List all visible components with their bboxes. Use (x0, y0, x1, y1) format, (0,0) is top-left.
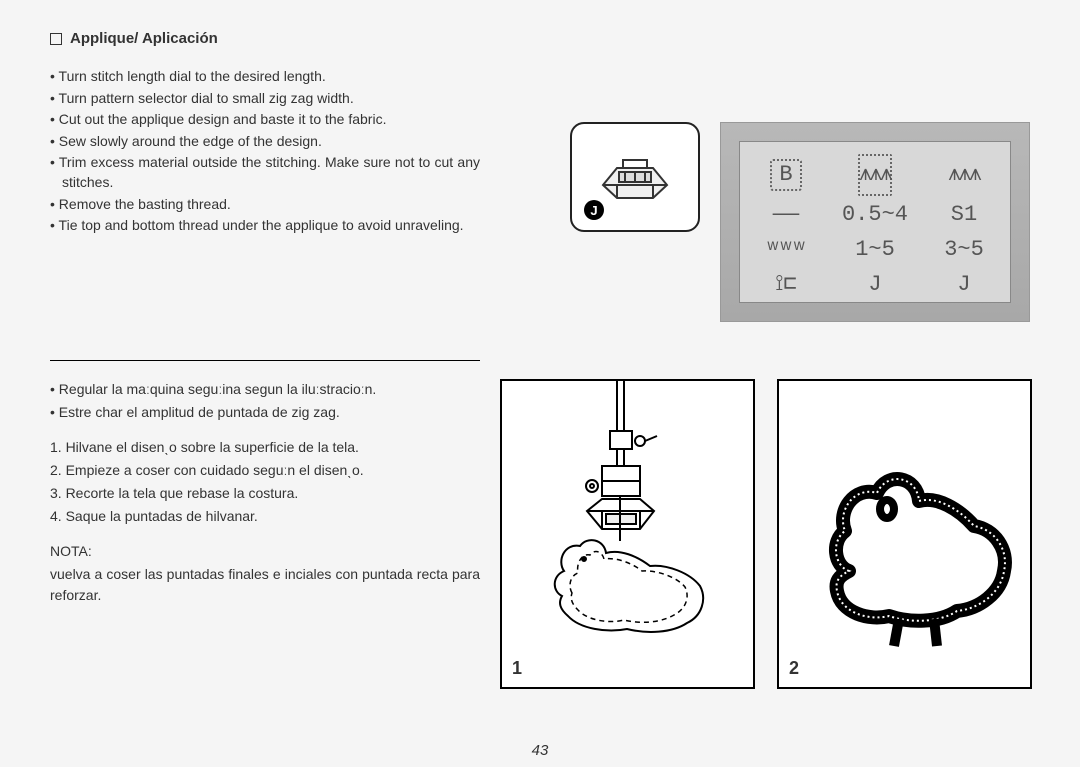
lcd-stitch-right-icon: ⩚⩚⩚ (934, 160, 994, 191)
instruction-item: Tie top and bottom thread under the appl… (50, 216, 480, 236)
english-instructions: Turn stitch length dial to the desired l… (50, 67, 480, 322)
section-header: Applique/ Aplicación (50, 30, 1030, 47)
spanish-note-body: vuelva a coser las puntadas finales e in… (50, 564, 480, 606)
instruction-item: Turn stitch length dial to the desired l… (50, 67, 480, 87)
spanish-step: 3. Recorte la tela que rebase la costura… (50, 483, 480, 504)
lcd-value: S1 (934, 200, 994, 231)
page-number: 43 (532, 742, 549, 759)
lcd-width-icon: ʷʷʷ (756, 235, 816, 266)
diagram-2-illustration (779, 381, 1034, 671)
diagram-1: 1 (500, 379, 755, 689)
top-section: Turn stitch length dial to the desired l… (50, 67, 1030, 322)
foot-label-badge: J (584, 200, 604, 220)
presser-foot-icon (595, 150, 675, 205)
lcd-value: 3~5 (934, 235, 994, 266)
spanish-instructions: • Regular la maːquina seguːina segun la … (50, 379, 480, 689)
spanish-step: 4. Saque la puntadas de hilvanar. (50, 506, 480, 527)
spanish-pre-item: • Regular la maːquina seguːina segun la … (50, 379, 480, 400)
lcd-value: J (934, 270, 994, 301)
diagram-row: 1 2 (500, 379, 1032, 689)
lcd-row-4: ⟟⊏ J J (756, 270, 994, 301)
section-divider (50, 360, 480, 361)
lcd-stitch-icon: ⩚⩚⩚ (858, 154, 892, 196)
lcd-value: J (830, 270, 920, 301)
lcd-inner: B ⩚⩚⩚ ⩚⩚⩚ —— 0.5~4 S1 ʷʷʷ 1~5 3~5 ⟟⊏ J (739, 141, 1011, 303)
lcd-mode-box: B (770, 159, 802, 191)
lcd-value: 1~5 (830, 235, 920, 266)
lcd-row-3: ʷʷʷ 1~5 3~5 (756, 235, 994, 266)
lcd-row-2: —— 0.5~4 S1 (756, 200, 994, 231)
presser-foot-diagram: J (570, 122, 700, 232)
spanish-step: 2. Empieze a coser con cuidado seguːn el… (50, 460, 480, 481)
diagram-1-number: 1 (512, 658, 522, 679)
diagram-2: 2 (777, 379, 1032, 689)
diagram-1-illustration (502, 381, 757, 671)
lcd-display: B ⩚⩚⩚ ⩚⩚⩚ —— 0.5~4 S1 ʷʷʷ 1~5 3~5 ⟟⊏ J (720, 122, 1030, 322)
instruction-item: Sew slowly around the edge of the design… (50, 132, 480, 152)
instruction-item: Remove the basting thread. (50, 195, 480, 215)
instruction-item: Turn pattern selector dial to small zig … (50, 89, 480, 109)
diagram-2-number: 2 (789, 658, 799, 679)
instruction-item: Trim excess material outside the stitchi… (50, 153, 480, 192)
spanish-pre-item: • Estre char el amplitud de puntada de z… (50, 402, 480, 423)
spanish-step: 1. Hilvane el disenˎo sobre la superfici… (50, 437, 480, 458)
header-checkbox-icon (50, 33, 62, 45)
lcd-length-icon: —— (756, 200, 816, 231)
header-title: Applique/ Aplicación (70, 30, 218, 47)
lcd-value: 0.5~4 (830, 200, 920, 231)
bottom-section: • Regular la maːquina seguːina segun la … (50, 379, 1030, 689)
lcd-row-1: B ⩚⩚⩚ ⩚⩚⩚ (756, 154, 994, 196)
lcd-foot-icon: ⟟⊏ (756, 270, 816, 301)
instruction-item: Cut out the applique design and baste it… (50, 110, 480, 130)
top-right-figures: J B ⩚⩚⩚ ⩚⩚⩚ —— 0.5~4 S1 ʷʷʷ 1~5 3~5 (500, 67, 1030, 322)
spanish-note-title: NOTA: (50, 541, 480, 562)
